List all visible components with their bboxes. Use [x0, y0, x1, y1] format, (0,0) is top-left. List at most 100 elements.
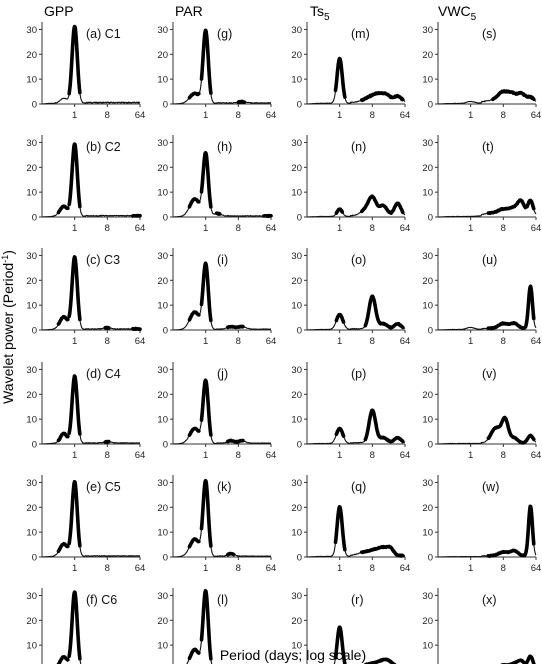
y-tick-label: 10: [422, 301, 433, 312]
panel-19: 0 10 20 30 1 8 64 (q): [291, 475, 410, 574]
y-tick-label: 10: [157, 188, 168, 199]
panel-17: 0 10 20 30 1 8 64 (e) C5: [26, 475, 145, 574]
y-tick-label: 10: [422, 641, 433, 652]
y-tick-label: 10: [422, 528, 433, 539]
y-tick-label: 10: [26, 415, 37, 426]
x-axis-label: Period (days; log scale): [220, 647, 366, 663]
significant-segment: [262, 213, 273, 218]
x-tick-label: 1: [337, 110, 342, 121]
significant-segment: [187, 91, 201, 100]
x-tick-label: 64: [400, 223, 411, 234]
panel-label: (i): [217, 253, 228, 267]
y-tick-label: 20: [422, 163, 433, 174]
x-tick-label: 8: [236, 223, 241, 234]
column-header-vwc5-subscript: 5: [471, 12, 477, 23]
panel-8: 0 10 20 30 1 8 64 (t): [422, 135, 541, 234]
x-tick-label: 1: [468, 223, 473, 234]
significant-segment: [199, 378, 213, 437]
x-tick-label: 8: [370, 563, 375, 574]
x-tick-label: 8: [105, 563, 110, 574]
panel-11: 0 10 20 30 1 8 64 (o): [291, 248, 410, 347]
significant-segment: [486, 504, 536, 558]
panel-label: (b) C2: [86, 140, 121, 154]
y-tick-label: 20: [157, 616, 168, 627]
y-tick-label: 30: [26, 478, 37, 489]
x-tick-label: 1: [203, 563, 208, 574]
panel-label: (e) C5: [86, 480, 121, 494]
y-tick-label: 30: [291, 365, 302, 376]
y-tick-label: 0: [428, 326, 433, 337]
y-tick-label: 10: [157, 528, 168, 539]
x-tick-label: 64: [400, 450, 411, 461]
panel-label: (p): [351, 367, 366, 381]
x-tick-label: 1: [337, 223, 342, 234]
panel-18: 0 10 20 30 1 8 64 (k): [157, 475, 276, 574]
y-tick-label: 20: [422, 616, 433, 627]
x-tick-label: 1: [72, 110, 77, 121]
y-tick-label: 0: [163, 553, 168, 564]
panel-label: (d) C4: [86, 367, 121, 381]
y-tick-label: 0: [297, 100, 302, 111]
panel-label: (v): [482, 367, 497, 381]
panel-16: 0 10 20 30 1 8 64 (v): [422, 362, 541, 461]
y-tick-label: 10: [157, 75, 168, 86]
panel-5: 0 10 20 30 1 8 64 (b) C2: [26, 135, 145, 234]
wavelet-power-line: [172, 379, 272, 445]
column-header-ts5: Ts5: [310, 3, 330, 23]
significant-segment: [131, 326, 142, 331]
y-tick-label: 20: [157, 50, 168, 61]
panel-14: 0 10 20 30 1 8 64 (j): [157, 362, 276, 461]
y-tick-label: 20: [422, 276, 433, 287]
panel-2: 0 10 20 30 1 8 64 (g): [157, 22, 276, 121]
wavelet-power-line: [306, 506, 406, 558]
y-tick-label: 10: [26, 641, 37, 652]
x-tick-label: 1: [72, 563, 77, 574]
x-tick-label: 1: [72, 223, 77, 234]
x-tick-label: 1: [203, 336, 208, 347]
x-tick-label: 64: [135, 110, 146, 121]
wavelet-power-line: [306, 409, 406, 445]
y-tick-label: 30: [157, 25, 168, 36]
significant-segment: [363, 408, 405, 444]
column-header-ts5-subscript: 5: [324, 12, 330, 23]
y-tick-label: 20: [26, 390, 37, 401]
x-tick-label: 64: [266, 450, 277, 461]
y-tick-label: 0: [428, 213, 433, 224]
panel-label: (h): [217, 140, 232, 154]
panel-label: (c) C3: [86, 253, 120, 267]
wavelet-power-line: [437, 505, 537, 558]
x-tick-label: 8: [236, 563, 241, 574]
y-tick-label: 10: [291, 415, 302, 426]
x-tick-label: 8: [370, 110, 375, 121]
y-tick-label: 30: [157, 365, 168, 376]
x-tick-label: 1: [72, 336, 77, 347]
significant-segment: [187, 537, 201, 549]
y-tick-label: 30: [157, 251, 168, 262]
x-tick-label: 64: [135, 223, 146, 234]
x-tick-label: 64: [266, 223, 277, 234]
y-tick-label: 20: [26, 616, 37, 627]
x-tick-label: 1: [203, 110, 208, 121]
wavelet-power-line: [41, 375, 141, 445]
significant-segment: [56, 314, 70, 326]
significant-segment: [67, 374, 82, 436]
significant-segment: [103, 325, 111, 330]
y-tick-label: 30: [422, 365, 433, 376]
y-tick-label: 20: [291, 503, 302, 514]
significant-segment: [67, 142, 82, 209]
wavelet-power-line: [41, 26, 141, 105]
significant-segment: [333, 505, 347, 552]
x-tick-label: 8: [501, 223, 506, 234]
y-tick-label: 10: [422, 188, 433, 199]
y-tick-label: 0: [32, 213, 37, 224]
panel-label: (u): [482, 253, 497, 267]
significant-segment: [333, 625, 347, 664]
column-header-gpp: GPP: [44, 3, 74, 19]
panel-label: (l): [217, 593, 228, 607]
y-tick-label: 10: [26, 75, 37, 86]
x-tick-label: 64: [266, 110, 277, 121]
y-tick-label: 30: [422, 138, 433, 149]
y-tick-label: 30: [26, 138, 37, 149]
